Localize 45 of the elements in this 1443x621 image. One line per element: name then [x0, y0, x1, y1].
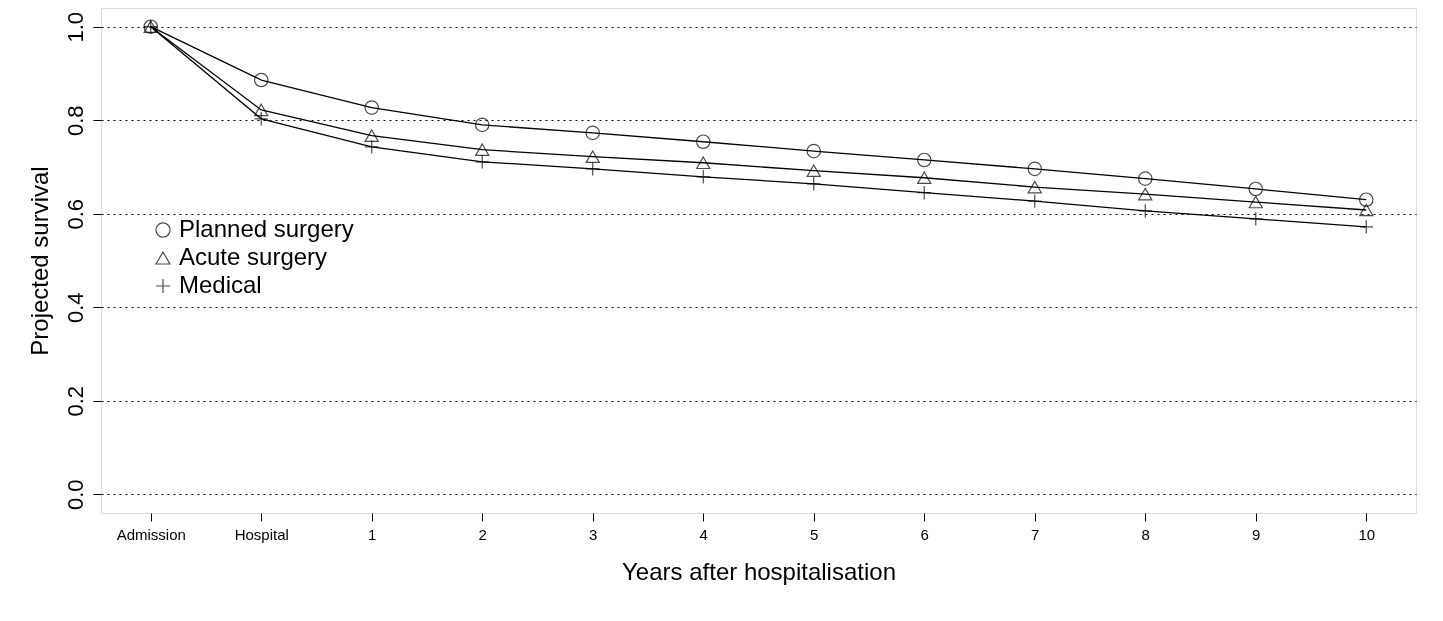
legend-label: Medical [179, 271, 262, 298]
x-axis-title: Years after hospitalisation [622, 557, 896, 585]
point [585, 150, 600, 163]
x-tick-label: 3 [589, 525, 598, 543]
x-tick-label: 4 [699, 525, 708, 543]
point [916, 152, 932, 168]
point [254, 103, 269, 117]
y-tick-label: 0.0 [62, 479, 88, 511]
point [1358, 192, 1374, 208]
y-tick-label: 0.8 [62, 105, 88, 137]
point [585, 125, 601, 141]
point [1138, 187, 1153, 201]
legend-label: Acute surgery [179, 243, 328, 270]
y-tick-label: 0.4 [62, 292, 88, 324]
y-axis-title: Projected survival [25, 166, 53, 356]
point [364, 129, 379, 142]
point [806, 164, 821, 178]
point [806, 143, 822, 159]
point [695, 134, 711, 150]
x-tick-label: Admission [116, 525, 186, 543]
point [1248, 195, 1263, 209]
x-tick-label: 5 [810, 525, 819, 543]
point [1137, 171, 1153, 186]
point [1359, 203, 1374, 217]
point [475, 143, 490, 156]
point [1248, 181, 1264, 197]
point [1027, 180, 1042, 194]
x-tick-label: 1 [368, 525, 377, 543]
point [253, 72, 269, 88]
point [696, 156, 711, 170]
x-tick-label: 2 [478, 525, 487, 543]
point [474, 117, 490, 133]
x-tick-label: 10 [1358, 525, 1376, 543]
point [917, 171, 932, 185]
x-tick-label: 8 [1141, 525, 1150, 543]
legend-label: Planned surgery [179, 215, 354, 242]
y-tick-label: 0.2 [62, 385, 88, 417]
x-tick-label: 7 [1031, 525, 1040, 543]
x-tick-label: Hospital [234, 525, 289, 543]
x-tick-label: 6 [920, 525, 929, 543]
x-tick-label: 9 [1252, 525, 1261, 543]
point [1027, 161, 1043, 177]
y-tick-label: 1.0 [62, 11, 88, 43]
point [364, 100, 380, 115]
y-tick-label: 0.6 [62, 198, 88, 230]
